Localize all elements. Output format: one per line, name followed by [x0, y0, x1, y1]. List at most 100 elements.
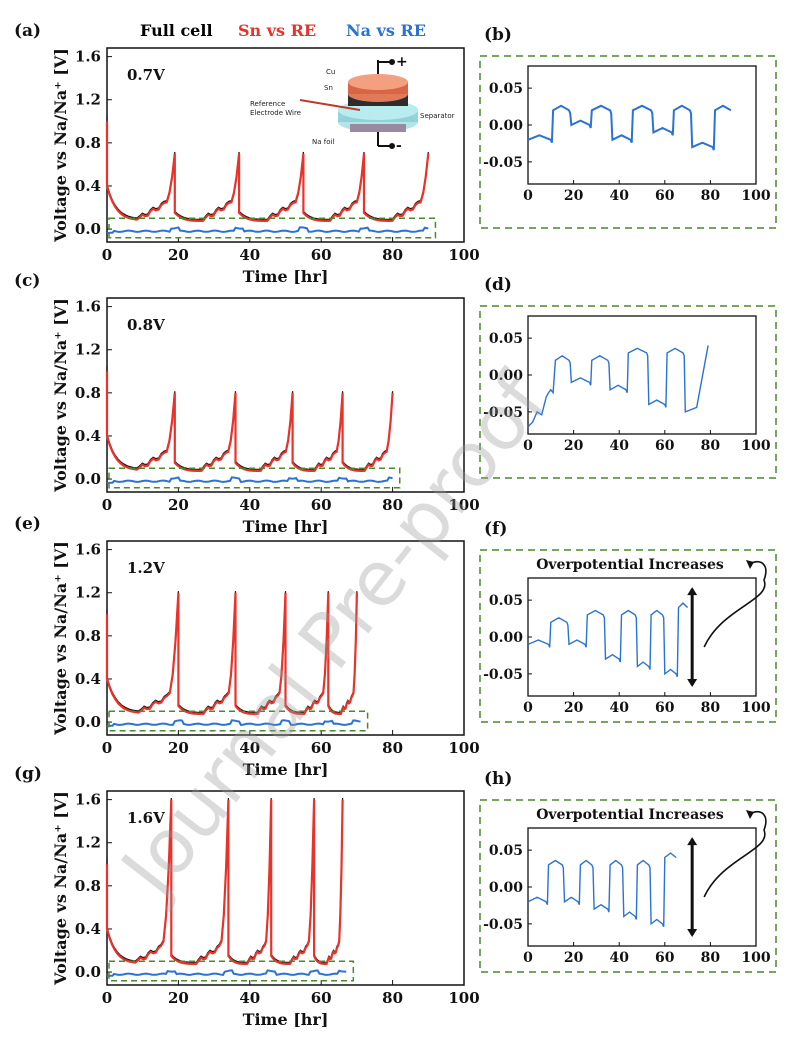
panel-d: (d) 0 20 40 60 80 100 0.05 0.00 -0.05 [479, 275, 777, 479]
reference-wire [299, 99, 361, 111]
x-tick-label: 20 [564, 188, 584, 204]
series-na-vs-re [527, 602, 689, 678]
panel-label: (b) [484, 25, 512, 45]
panel-label: (d) [484, 275, 512, 295]
x-tick-label: 0 [523, 950, 533, 966]
x-tick-label: 60 [311, 989, 332, 1007]
y-tick-label: 0.8 [75, 384, 101, 402]
x-tick-label: 20 [168, 496, 189, 514]
cutoff-voltage-tag: 0.7V [127, 66, 165, 84]
arrow-head-down [687, 678, 698, 687]
plot-frame [527, 65, 757, 185]
x-tick-label: 100 [741, 700, 770, 716]
y-tick-label: 0.00 [489, 118, 523, 134]
panel-a: (a) 0 20 40 60 80 100 0.0 0.4 0.8 1.2 1.6 Time [hr] V… [14, 21, 480, 286]
y-tick-label: 0.05 [489, 81, 523, 97]
inset-separator-label: Separator [420, 112, 455, 120]
plot-frame [527, 577, 757, 697]
x-tick-label: 100 [741, 438, 770, 454]
y-tick-label: 0.0 [75, 963, 101, 981]
y-tick-label: 0.8 [75, 877, 101, 895]
inset-plus-sign: + [396, 54, 408, 70]
x-tick-label: 60 [311, 246, 332, 264]
x-axis-label: Time [hr] [243, 267, 329, 286]
plot-frame [527, 827, 757, 947]
panel-label: (g) [14, 764, 42, 784]
x-tick-label: 0 [102, 246, 112, 264]
inset-cu-label: Cu [326, 68, 335, 76]
y-tick-label: -0.05 [483, 155, 523, 171]
zoom-region-box [108, 217, 437, 239]
y-tick-label: 0.4 [75, 670, 101, 688]
x-tick-label: 20 [564, 438, 584, 454]
y-tick-label: 0.4 [75, 427, 101, 445]
inset-sn-label: Sn [324, 84, 333, 92]
panel-b: (b) 0 20 40 60 80 100 0.05 0.00 -0.05 [479, 25, 777, 229]
series-na-vs-re [527, 104, 732, 151]
panel-f: (f) 0 20 40 60 80 100 0.05 0.00 -0.05 Overpotentia… [479, 519, 777, 723]
arrow-head-up [687, 837, 698, 846]
y-tick-label: 0.05 [489, 843, 523, 859]
x-tick-label: 20 [168, 246, 189, 264]
x-tick-label: 100 [448, 989, 479, 1007]
arrow-head-up [687, 587, 698, 596]
x-tick-label: 40 [239, 246, 260, 264]
inset-nafoil-label: Na foil [312, 138, 334, 146]
series-full-cell [106, 365, 394, 470]
inset-wire-label: Electrode Wire [250, 109, 301, 117]
inset-frame [479, 305, 777, 479]
cutoff-voltage-tag: 1.2V [127, 559, 165, 577]
x-tick-label: 80 [701, 188, 721, 204]
x-tick-label: 40 [609, 188, 629, 204]
series-na-vs-re [106, 226, 429, 235]
legend-full-cell: Full cell [140, 21, 213, 40]
curved-pointer-arrow [703, 560, 767, 648]
y-tick-label: 0.0 [75, 470, 101, 488]
left-panels: (a) 0 20 40 60 80 100 0.0 0.4 0.8 1.2 1.6 Time [hr] V… [14, 21, 480, 1029]
legend-na-vs-re: Na vs RE [346, 21, 426, 40]
x-tick-label: 20 [564, 950, 584, 966]
y-tick-label: 0.4 [75, 920, 101, 938]
y-axis-label: Voltage vs Na/Na⁺ [V] [51, 48, 70, 243]
curved-pointer-arrowhead [746, 560, 754, 569]
y-tick-label: 0.0 [75, 713, 101, 731]
y-tick-label: 0.4 [75, 177, 101, 195]
x-tick-label: 20 [564, 700, 584, 716]
x-tick-label: 0 [523, 188, 533, 204]
series-sn-vs-re [105, 799, 344, 965]
y-tick-label: 1.2 [75, 341, 101, 359]
inset-reference-label: Reference [250, 100, 285, 108]
panel-g: (g) 0 20 40 60 80 100 0.0 0.4 0.8 1.2 1.6 Time [hr] V… [14, 764, 480, 1029]
x-tick-label: 0 [102, 989, 112, 1007]
y-tick-label: 1.6 [75, 541, 101, 559]
panel-h: (h) 0 20 40 60 80 100 0.05 0.00 -0.05 Overpotentia… [479, 769, 777, 973]
curved-pointer-arrow [703, 810, 767, 898]
inset-frame [479, 799, 777, 973]
x-tick-label: 40 [239, 496, 260, 514]
x-tick-label: 40 [239, 989, 260, 1007]
na-foil [350, 124, 406, 132]
y-tick-label: -0.05 [483, 917, 523, 933]
panel-label: (f) [484, 519, 507, 539]
inset-frame [479, 549, 777, 723]
x-tick-label: 0 [102, 496, 112, 514]
overpotential-annotation: Overpotential Increases [536, 557, 724, 573]
x-tick-label: 40 [609, 700, 629, 716]
y-tick-label: 1.2 [75, 584, 101, 602]
minus-terminal [389, 143, 395, 149]
panel-c: (c) 0 20 40 60 80 100 0.0 0.4 0.8 1.2 1.6 Time [hr] V… [14, 271, 480, 536]
y-tick-label: 1.6 [75, 791, 101, 809]
zoom-region-box [108, 467, 401, 489]
x-tick-label: 20 [168, 739, 189, 757]
legend: Full cell Sn vs RE Na vs RE [140, 21, 426, 40]
x-tick-label: 100 [448, 496, 479, 514]
x-tick-label: 40 [609, 438, 629, 454]
series-na-vs-re [527, 852, 677, 928]
x-tick-label: 80 [382, 496, 403, 514]
x-tick-label: 0 [102, 739, 112, 757]
y-tick-label: 1.6 [75, 48, 101, 66]
x-tick-label: 80 [382, 739, 403, 757]
panel-label: (a) [14, 21, 41, 41]
x-tick-label: 80 [701, 438, 721, 454]
legend-sn-vs-re: Sn vs RE [238, 21, 316, 40]
